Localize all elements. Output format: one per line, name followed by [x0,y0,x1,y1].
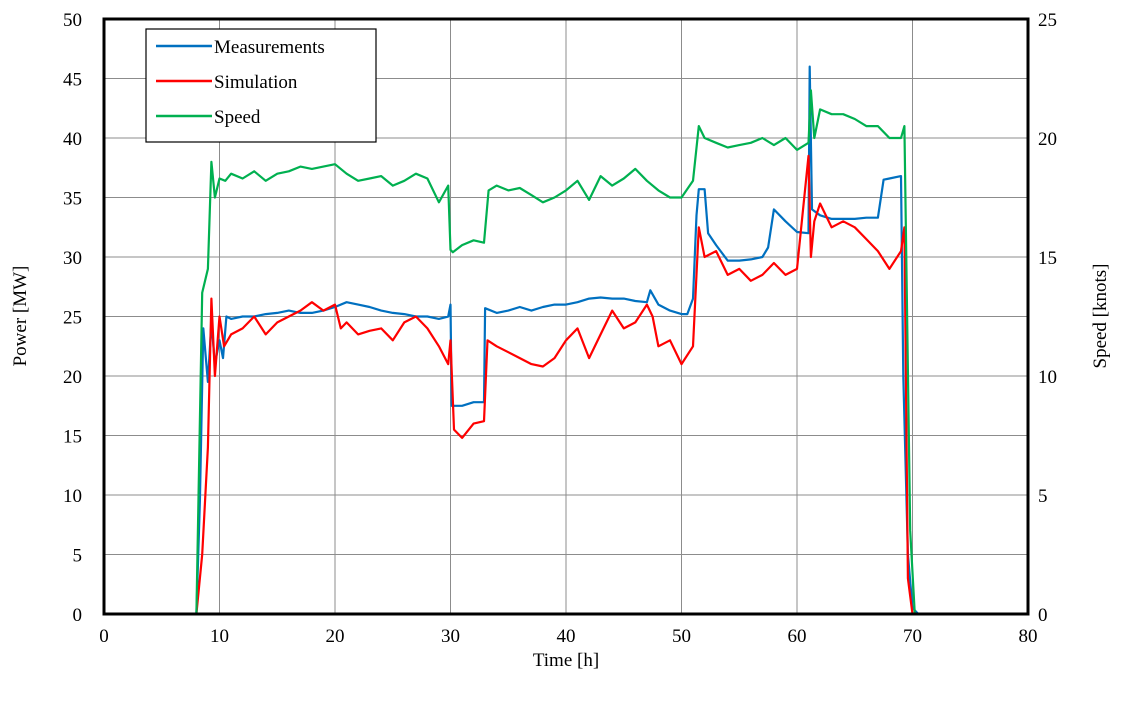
y-tick-label: 10 [63,486,82,507]
y-tick-label: 35 [63,189,82,210]
x-axis-ticks: 0 10 20 30 40 50 60 70 80 [99,626,1037,647]
x-tick-label: 60 [788,626,807,647]
y-axis-left-title: Power [MW] [10,266,31,367]
x-tick-label: 80 [1019,626,1038,647]
x-tick-label: 70 [903,626,922,647]
y2-tick-label: 25 [1038,10,1057,31]
legend-label-speed: Speed [214,107,261,128]
x-tick-label: 0 [99,626,109,647]
y2-tick-label: 5 [1038,486,1048,507]
series-line-speed [104,89,1028,616]
y2-tick-label: 20 [1038,129,1057,150]
series-lines [104,65,1028,616]
y2-tick-label: 0 [1038,605,1048,626]
x-axis-title: Time [h] [533,650,599,671]
y-tick-label: 30 [63,248,82,269]
x-tick-label: 20 [326,626,345,647]
series-line-simulation [104,154,1028,616]
legend-box [145,28,377,143]
y-tick-label: 15 [63,427,82,448]
legend: Measurements Simulation Speed [145,28,377,143]
grid-lines [103,18,1029,615]
y-axis-left-ticks: 0 5 10 15 20 25 30 35 40 45 50 [63,10,82,626]
x-tick-label: 10 [210,626,229,647]
y2-tick-label: 10 [1038,367,1057,388]
y-tick-label: 50 [63,10,82,31]
x-tick-label: 40 [557,626,576,647]
y-tick-label: 45 [63,70,82,91]
series-line-measurements [104,65,1028,616]
y-tick-label: 25 [63,308,82,329]
y-tick-label: 5 [73,546,83,567]
x-tick-label: 50 [672,626,691,647]
x-tick-label: 30 [441,626,460,647]
legend-label-simulation: Simulation [214,72,298,93]
y-axis-right-ticks: 0 5 10 15 20 25 [1038,10,1057,626]
plot-frame [102,17,1030,616]
y-axis-right-title: Speed [knots] [1090,263,1111,368]
legend-label-measurements: Measurements [214,37,325,58]
y-tick-label: 20 [63,367,82,388]
y-tick-label: 40 [63,129,82,150]
y-tick-label: 0 [73,605,83,626]
y2-tick-label: 15 [1038,248,1057,269]
